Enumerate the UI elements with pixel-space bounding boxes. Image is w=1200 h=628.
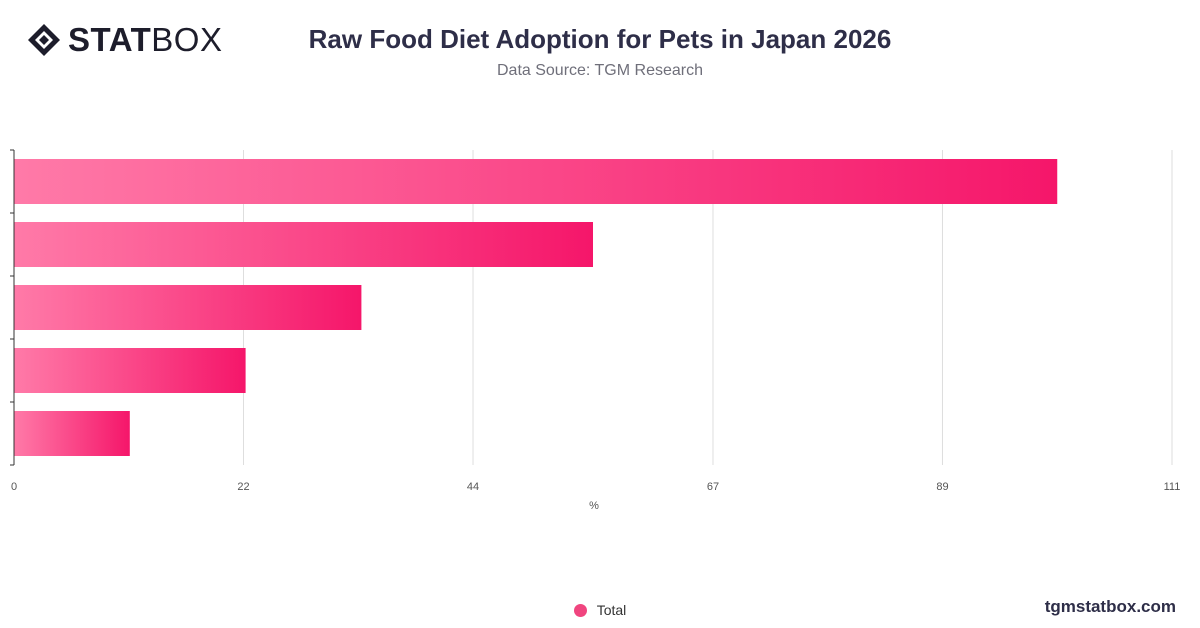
chart-title: Raw Food Diet Adoption for Pets in Japan… bbox=[308, 24, 892, 54]
bar[interactable] bbox=[14, 411, 130, 456]
bar[interactable] bbox=[14, 159, 1058, 204]
statbox-diamond-icon bbox=[28, 24, 60, 56]
bar[interactable] bbox=[14, 285, 362, 330]
bars bbox=[14, 159, 1058, 456]
statbox-logo: STATBOX bbox=[26, 22, 222, 58]
x-tick-label: 0 bbox=[11, 481, 17, 493]
bar[interactable] bbox=[14, 222, 593, 267]
x-tick-label: 111 bbox=[1164, 481, 1181, 493]
legend-label-total: Total bbox=[596, 602, 627, 618]
x-tick-label: 67 bbox=[707, 481, 719, 493]
logo-text-bold: STAT bbox=[68, 21, 152, 58]
logo-text-light: BOX bbox=[151, 21, 223, 58]
x-tick-label: 89 bbox=[936, 481, 948, 493]
chart-subtitle: Data Source: TGM Research bbox=[496, 62, 703, 79]
x-tick-label: 44 bbox=[467, 481, 479, 493]
legend[interactable]: Total bbox=[0, 602, 1200, 618]
x-tick-label: 22 bbox=[237, 481, 249, 493]
x-tick-labels: 0 22 44 67 89 111 bbox=[11, 481, 1180, 493]
x-axis-label: % bbox=[589, 500, 599, 512]
legend-dot-icon bbox=[573, 603, 587, 617]
bar[interactable] bbox=[14, 348, 246, 393]
axes bbox=[10, 149, 15, 466]
logo-text: STATBOX bbox=[68, 22, 222, 58]
watermark: tgmstatbox.com bbox=[1044, 597, 1176, 616]
